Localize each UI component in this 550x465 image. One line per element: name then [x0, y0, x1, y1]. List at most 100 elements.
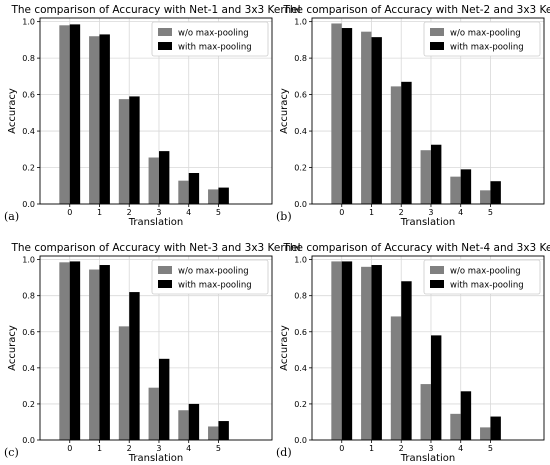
x-tick-label: 5	[216, 444, 221, 453]
bar-with-max-pooling-1	[371, 265, 382, 440]
bar-without-max-pooling-1	[361, 31, 372, 205]
bar-with-max-pooling-5	[218, 421, 229, 440]
y-tick-label: 0.4	[294, 364, 307, 373]
bar-without-max-pooling-4	[450, 176, 461, 204]
y-tick-label: 0.0	[294, 200, 307, 209]
legend-label: w/o max-pooling	[178, 267, 249, 277]
x-tick-label: 5	[216, 208, 221, 217]
bar-without-max-pooling-0	[59, 262, 70, 440]
x-tick-label: 3	[428, 208, 433, 217]
y-axis-label: Accuracy	[7, 88, 18, 134]
bar-without-max-pooling-0	[331, 261, 342, 440]
legend-box	[151, 259, 269, 295]
panel-label: (d)	[276, 446, 292, 459]
bar-without-max-pooling-4	[178, 180, 189, 204]
bar-with-max-pooling-4	[188, 403, 200, 440]
x-tick-label: 2	[399, 208, 404, 217]
x-tick-label: 0	[339, 444, 344, 453]
y-axis-label: Accuracy	[279, 325, 290, 371]
legend-box	[151, 21, 269, 57]
bar-with-max-pooling-1	[371, 37, 382, 204]
bar-with-max-pooling-5	[490, 416, 501, 440]
bar-without-max-pooling-0	[59, 25, 70, 205]
legend-swatch	[430, 266, 444, 274]
x-tick-label: 4	[186, 208, 191, 217]
bar-without-max-pooling-2	[118, 326, 130, 440]
x-tick-label: 1	[369, 208, 374, 217]
y-tick-label: 0.2	[294, 400, 307, 409]
x-tick-label: 1	[97, 208, 102, 217]
x-tick-label: 0	[339, 208, 344, 217]
bar-without-max-pooling-2	[390, 316, 402, 440]
x-tick-label: 4	[458, 208, 463, 217]
bar-without-max-pooling-0	[331, 23, 342, 205]
chart-panel-1: The comparison of Accuracy with Net-1 an…	[4, 4, 301, 228]
x-tick-label: 2	[127, 208, 132, 217]
y-axis-label: Accuracy	[279, 88, 290, 134]
bar-without-max-pooling-5	[208, 189, 219, 204]
bar-without-max-pooling-5	[480, 427, 491, 440]
x-tick-label: 5	[488, 444, 493, 453]
y-tick-label: 0.4	[22, 364, 35, 373]
x-tick-label: 2	[127, 444, 132, 453]
bar-with-max-pooling-1	[99, 265, 110, 440]
axes-frame	[311, 255, 545, 441]
panel-label: (b)	[276, 210, 292, 223]
bar-without-max-pooling-1	[89, 36, 100, 205]
x-axis-label: Translation	[128, 453, 184, 464]
y-tick-label: 0.6	[294, 91, 307, 100]
y-tick-label: 0.0	[22, 200, 35, 209]
legend-swatch	[430, 42, 444, 50]
bar-without-max-pooling-4	[450, 413, 461, 440]
bar-with-max-pooling-2	[129, 292, 140, 440]
y-axis-label: Accuracy	[7, 325, 18, 371]
y-tick-label: 0.2	[22, 164, 35, 173]
bar-with-max-pooling-2	[129, 96, 140, 204]
x-tick-label: 3	[428, 444, 433, 453]
chart-panel-4: The comparison of Accuracy with Net-4 an…	[276, 242, 550, 464]
y-tick-label: 0.4	[294, 127, 307, 136]
x-tick-label: 4	[458, 444, 463, 453]
y-tick-label: 0.6	[294, 328, 307, 337]
legend-label: with max-pooling	[178, 43, 252, 53]
legend-swatch	[430, 280, 444, 288]
bar-with-max-pooling-1	[99, 34, 110, 204]
chart-title: The comparison of Accuracy with Net-2 an…	[282, 4, 550, 16]
y-tick-label: 0.8	[294, 54, 307, 63]
bar-with-max-pooling-5	[490, 181, 501, 204]
panel-label: (c)	[4, 446, 19, 459]
x-tick-label: 1	[97, 444, 102, 453]
bar-with-max-pooling-0	[69, 24, 81, 204]
y-tick-label: 0.4	[22, 127, 35, 136]
y-tick-label: 0.0	[22, 436, 35, 445]
bar-without-max-pooling-2	[118, 99, 130, 204]
y-tick-label: 0.8	[294, 292, 307, 301]
x-tick-label: 0	[67, 444, 72, 453]
axes-frame	[39, 17, 273, 205]
chart-title: The comparison of Accuracy with Net-3 an…	[10, 242, 300, 254]
chart-title: The comparison of Accuracy with Net-1 an…	[10, 4, 300, 16]
panel-label: (a)	[4, 210, 19, 223]
bar-with-max-pooling-0	[69, 261, 81, 440]
y-tick-label: 1.0	[22, 18, 35, 27]
legend-label: with max-pooling	[178, 281, 252, 291]
y-tick-label: 1.0	[22, 256, 35, 265]
x-axis-label: Translation	[400, 217, 456, 228]
legend-swatch	[158, 42, 172, 50]
bar-without-max-pooling-3	[148, 387, 159, 440]
bar-without-max-pooling-1	[361, 266, 372, 440]
y-tick-label: 0.8	[22, 54, 35, 63]
chart-panel-3: The comparison of Accuracy with Net-3 an…	[4, 242, 301, 464]
bar-without-max-pooling-2	[390, 86, 402, 204]
x-tick-label: 1	[369, 444, 374, 453]
x-tick-label: 2	[399, 444, 404, 453]
bar-with-max-pooling-3	[158, 358, 170, 440]
axes-frame	[39, 255, 273, 441]
y-tick-label: 0.2	[294, 164, 307, 173]
chart-panel-2: The comparison of Accuracy with Net-2 an…	[276, 4, 550, 228]
x-axis-label: Translation	[128, 217, 184, 228]
x-tick-label: 0	[67, 208, 72, 217]
bar-with-max-pooling-0	[341, 28, 353, 204]
bar-without-max-pooling-1	[89, 269, 100, 440]
